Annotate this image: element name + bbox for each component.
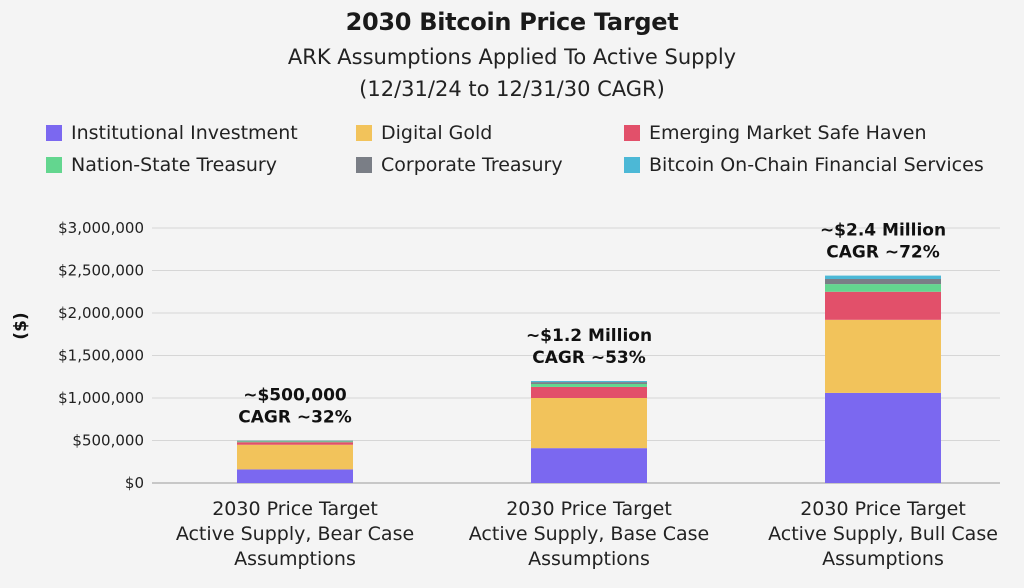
bar-segment-corporate-treasury [237, 440, 353, 442]
legend-item-emerging-market-safe-haven: Emerging Market Safe Haven [624, 122, 1016, 144]
legend-item-digital-gold: Digital Gold [356, 122, 624, 144]
bar-segment-nation-state-treasury [531, 383, 647, 387]
x-category-label: Assumptions [234, 548, 356, 570]
legend-label: Bitcoin On-Chain Financial Services [649, 154, 984, 176]
x-category-label: Assumptions [528, 548, 650, 570]
bar-segment-corporate-treasury [825, 279, 941, 285]
x-category-label: Assumptions [822, 548, 944, 570]
bar-segment-corporate-treasury [531, 382, 647, 384]
legend-label: Nation-State Treasury [71, 154, 277, 176]
chart-title: 2030 Bitcoin Price Target [345, 8, 679, 36]
bar-segment-institutional-investment [237, 469, 353, 483]
legend-item-corporate-treasury: Corporate Treasury [356, 154, 624, 176]
chart-subtitle-line-2: (12/31/24 to 12/31/30 CAGR) [359, 77, 665, 101]
legend-swatch [356, 157, 372, 173]
cagr-label: CAGR ~32% [238, 408, 352, 428]
bar-segment-emerging-market-safe-haven [825, 291, 941, 320]
x-category-label: Active Supply, Bear Case [176, 523, 414, 545]
cagr-label: CAGR ~72% [826, 243, 940, 263]
y-axis-ticks: $0 $500,000 $1,000,000 $1,500,000 $2,000,000… [58, 219, 144, 492]
x-axis-categories: 2030 Price Target Active Supply, Bear Cas… [176, 498, 998, 570]
legend-item-nation-state-treasury: Nation-State Treasury [46, 154, 356, 176]
legend-label: Emerging Market Safe Haven [649, 122, 927, 144]
x-category-label: 2030 Price Target [212, 498, 378, 520]
x-category-label: Active Supply, Base Case [469, 523, 709, 545]
legend-label: Institutional Investment [71, 122, 298, 144]
bar-segment-nation-state-treasury [237, 441, 353, 443]
bar-segment-bitcoin-on-chain-financial-services [531, 381, 647, 383]
chart-legend: Institutional Investment Digital Gold Em… [46, 122, 1016, 176]
legend-swatch [46, 157, 62, 173]
cagr-label: CAGR ~53% [532, 348, 646, 368]
y-tick-label: $2,000,000 [58, 304, 144, 322]
y-tick-label: $500,000 [72, 432, 144, 450]
legend-swatch [624, 125, 640, 141]
price-target-label: ~$2.4 Million [820, 221, 946, 241]
bar-segment-institutional-investment [531, 448, 647, 483]
bar-segment-institutional-investment [825, 392, 941, 483]
y-tick-label: $1,500,000 [58, 347, 144, 365]
y-tick-label: $3,000,000 [58, 219, 144, 237]
legend-item-institutional-investment: Institutional Investment [46, 122, 356, 144]
bar-segment-digital-gold [237, 444, 353, 470]
chart-subtitle-line-1: ARK Assumptions Applied To Active Supply [287, 45, 737, 69]
price-target-label: ~$1.2 Million [526, 326, 652, 346]
x-category-label: 2030 Price Target [506, 498, 672, 520]
legend-swatch [356, 125, 372, 141]
legend-swatch [624, 157, 640, 173]
y-tick-label: $0 [125, 474, 144, 492]
x-category-label: 2030 Price Target [800, 498, 966, 520]
bar-segment-bitcoin-on-chain-financial-services [825, 275, 941, 279]
bar-segment-nation-state-treasury [825, 284, 941, 292]
bar-segment-digital-gold [531, 398, 647, 449]
bar-segment-emerging-market-safe-haven [237, 442, 353, 445]
bar-segment-digital-gold [825, 319, 941, 393]
legend-label: Corporate Treasury [381, 154, 563, 176]
legend-label: Digital Gold [381, 122, 493, 144]
bar-segment-emerging-market-safe-haven [531, 386, 647, 398]
bar-stacks [237, 275, 941, 483]
y-tick-label: $2,500,000 [58, 262, 144, 280]
legend-swatch [46, 125, 62, 141]
x-category-label: Active Supply, Bull Case [768, 523, 998, 545]
y-axis-label: ($) [11, 312, 31, 339]
price-target-label: ~$500,000 [243, 386, 347, 406]
y-tick-label: $1,000,000 [58, 389, 144, 407]
legend-item-bitcoin-on-chain-financial-services: Bitcoin On-Chain Financial Services [624, 154, 1016, 176]
